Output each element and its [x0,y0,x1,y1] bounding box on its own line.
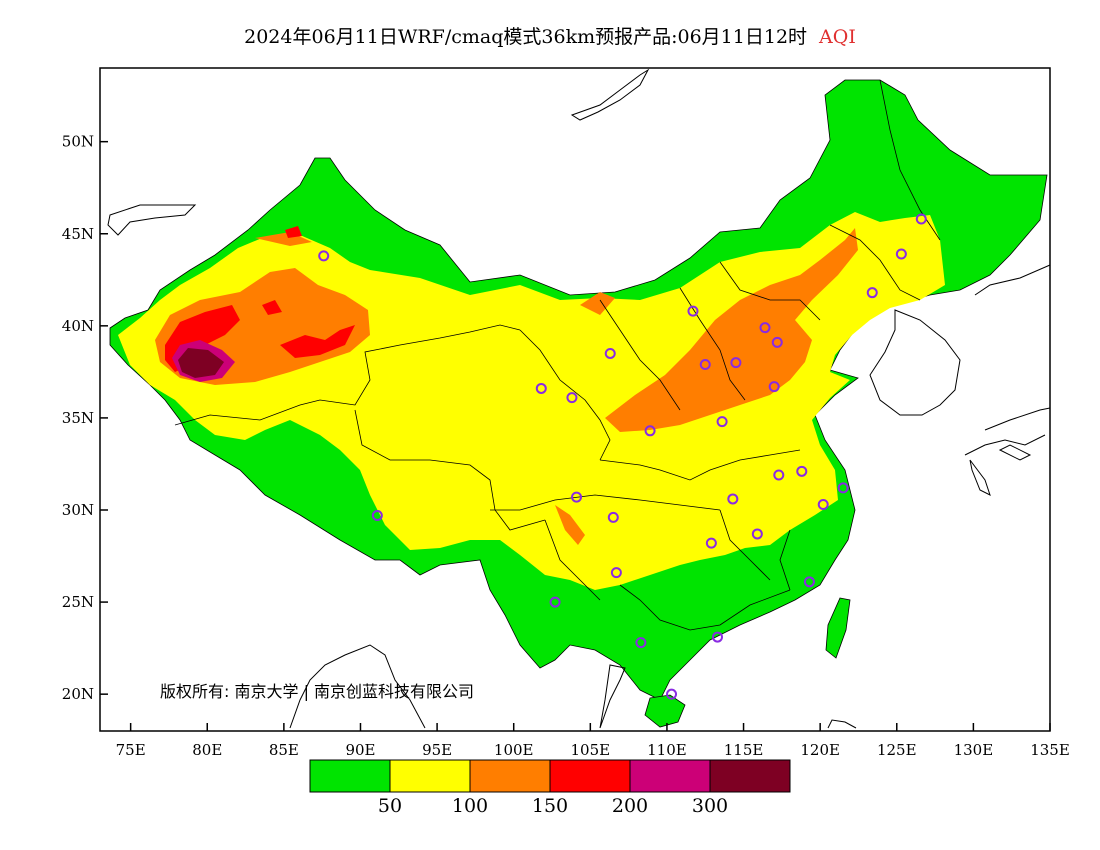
legend-label: 150 [532,795,568,817]
lat-tick-label: 45N [62,225,94,243]
station-marker [604,347,616,359]
station-marker [549,596,561,608]
station-marker [705,537,717,549]
station-marker [687,305,699,317]
aqi-unhealthy-red2 [280,325,355,358]
station-marker [716,416,728,428]
station-marker [607,511,619,523]
station-marker [837,482,849,494]
legend-swatch [389,759,471,793]
station-marker [635,637,647,649]
station-marker [751,528,763,540]
station-marker [535,382,547,394]
aqi-unhealthy-red4 [285,226,302,238]
aqi-unhealthy-sensitive-patch1 [580,292,615,315]
station-marker [817,498,829,510]
legend-swatch [709,759,791,793]
lon-tick-label: 95E [422,741,452,759]
lon-tick-label: 135E [1030,741,1070,759]
lat-tick-label: 25N [62,593,94,611]
map-title: 2024年06月11日WRF/cmaq模式36km预报产品:06月11日12时 A… [0,22,1100,49]
legend-swatch [309,759,391,793]
lat-tick-label: 35N [62,409,94,427]
legend-swatch [469,759,551,793]
station-marker [866,287,878,299]
title-main: 2024年06月11日WRF/cmaq模式36km预报产品:06月11日12时 [244,26,808,48]
lon-tick-label: 125E [877,741,917,759]
lon-tick-label: 90E [345,741,375,759]
legend-label: 200 [612,795,648,817]
legend-swatch [629,759,711,793]
station-marker [666,688,678,700]
province-boundaries [174,79,941,631]
station-marker [318,250,330,262]
station-marker [730,357,742,369]
aqi-hazardous-region [178,348,224,378]
station-marker [699,359,711,371]
lat-tick-label: 20N [62,685,94,703]
lat-tick-label: 30N [62,501,94,519]
lat-tick-label: 40N [62,317,94,335]
lon-tick-label: 80E [192,741,222,759]
station-marker [371,510,383,522]
station-marker [796,465,808,477]
lat-tick-label: 50N [62,133,94,151]
lon-tick-label: 85E [269,741,299,759]
station-marker [571,491,583,503]
lon-tick-label: 100E [494,741,534,759]
aqi-unhealthy-sensitive-patch2 [255,232,312,246]
title-variable: AQI [819,26,856,48]
lon-tick-label: 105E [571,741,611,759]
station-marker [759,322,771,334]
lon-tick-label: 130E [954,741,994,759]
station-marker [610,567,622,579]
legend-label: 50 [378,795,402,817]
station-marker [712,631,723,643]
lon-tick-label: 120E [800,741,840,759]
station-marker [768,381,780,393]
station-marker [895,248,907,260]
station-marker [644,425,656,437]
station-markers [318,213,927,700]
legend-label: 300 [692,795,728,817]
station-marker [773,469,785,481]
legend-label: 100 [452,795,488,817]
neighbor-coastlines [107,68,1051,729]
station-marker [803,576,815,588]
aqi-unhealthy-sensitive-sichuan [555,505,585,545]
legend-swatch [549,759,631,793]
station-marker [915,213,927,225]
longitude-axis: 75E 80E 85E 90E 95E 100E 105E 110E 115E 120E 125E 1… [116,723,1070,759]
aqi-legend: 50 100 150 200 300 [309,759,791,817]
lon-tick-label: 75E [116,741,146,759]
station-marker [566,392,578,404]
station-marker [727,493,739,505]
aqi-unhealthy-sensitive-north [605,228,858,432]
lon-tick-label: 115E [724,741,764,759]
aqi-good-taiwan [825,597,851,659]
station-marker [771,336,783,348]
aqi-field [109,79,1048,728]
copyright-text: 版权所有: 南京大学 | 南京创蓝科技有限公司 [160,682,474,701]
latitude-axis: 50N 45N 40N 35N 30N 25N 20N [62,133,108,703]
plot-frame [99,67,1051,732]
lon-tick-label: 110E [647,741,687,759]
aqi-unhealthy-red3 [262,300,282,315]
aqi-good-hainan [644,694,686,728]
